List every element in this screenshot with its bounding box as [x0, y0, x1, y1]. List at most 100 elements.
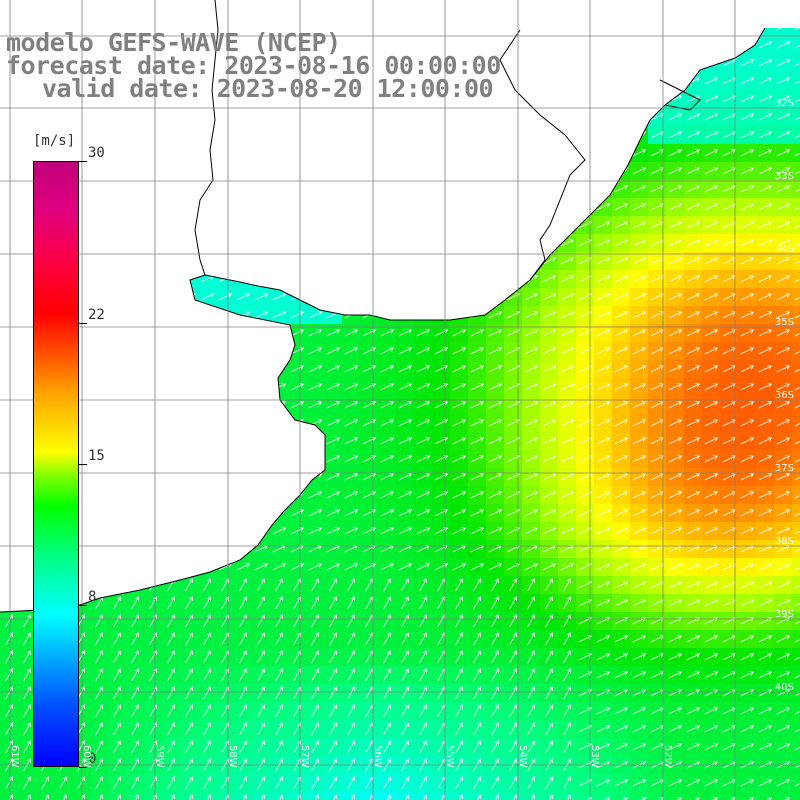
wind-arrow [668, 635, 682, 643]
wind-arrow [329, 704, 338, 718]
wind-speed-cell [792, 270, 800, 289]
wind-arrow [668, 725, 682, 733]
wind-arrow [776, 257, 790, 265]
wind-arrow [596, 275, 610, 283]
wind-arrow [311, 776, 320, 790]
wind-arrow [470, 419, 484, 427]
wind-arrow [614, 455, 628, 463]
wind-arrow [524, 563, 538, 571]
wind-arrow [239, 632, 248, 646]
wind-arrow [704, 131, 718, 139]
wind-arrow [527, 776, 536, 790]
wind-arrow [311, 722, 320, 736]
wind-arrow [257, 614, 266, 628]
wind-arrow [668, 581, 682, 589]
wind-arrow [257, 650, 266, 664]
wind-arrow [614, 635, 628, 643]
wind-arrow [614, 257, 628, 265]
wind-speed-cell [702, 792, 721, 800]
wind-arrow [776, 113, 790, 121]
wind-arrow [596, 401, 610, 409]
wind-arrow [218, 293, 232, 301]
wind-arrow [455, 614, 464, 628]
longitude-label: 56W [372, 745, 383, 768]
latitude-label: 35S [774, 317, 794, 328]
wind-arrow [668, 455, 682, 463]
longitude-label: 61W [9, 745, 20, 768]
wind-speed-cell [162, 792, 181, 800]
wind-speed-cell [792, 684, 800, 703]
wind-arrow [326, 491, 340, 499]
wind-arrow [596, 563, 610, 571]
wind-arrow [632, 221, 646, 229]
wind-arrow [632, 185, 646, 193]
wind-speed-cell [792, 468, 800, 487]
wind-arrow [473, 722, 482, 736]
wind-arrow [293, 596, 302, 610]
wind-arrow [686, 419, 700, 427]
wind-arrow [668, 275, 682, 283]
latitude-label: 32S [774, 98, 794, 109]
wind-arrow [758, 239, 772, 247]
wind-arrow [23, 722, 32, 736]
wind-arrow [224, 794, 230, 800]
wind-arrow [473, 650, 482, 664]
wind-arrow [704, 527, 718, 535]
wind-arrow [668, 527, 682, 535]
wind-arrow [668, 113, 682, 121]
wind-arrow [188, 794, 194, 800]
longitude-label: 58W [227, 745, 238, 768]
wind-arrow [614, 329, 628, 337]
wind-arrow [614, 239, 628, 247]
wind-arrow [668, 329, 682, 337]
wind-arrow [131, 776, 140, 790]
wind-arrow [614, 401, 628, 409]
wind-arrow [113, 632, 122, 646]
wind-arrow [452, 527, 466, 535]
wind-arrow [686, 311, 700, 319]
wind-arrow [614, 743, 628, 751]
wind-arrow [272, 563, 286, 571]
wind-arrow [604, 797, 610, 800]
wind-arrow [398, 419, 412, 427]
wind-arrow [794, 657, 800, 661]
wind-arrow [527, 740, 536, 754]
wind-arrow [614, 419, 628, 427]
wind-arrow [344, 563, 358, 571]
wind-arrow [452, 365, 466, 373]
wind-arrow [398, 347, 412, 355]
wind-arrow [383, 650, 392, 664]
wind-arrow [596, 347, 610, 355]
wind-arrow [344, 509, 358, 517]
wind-arrow [311, 632, 320, 646]
wind-arrow [563, 740, 572, 754]
wind-arrow [596, 743, 610, 751]
wind-speed-cell [774, 792, 793, 800]
wind-arrow [308, 563, 322, 571]
wind-arrow [596, 257, 610, 265]
wind-arrow [794, 585, 800, 589]
wind-arrow [491, 650, 500, 664]
wind-arrow [347, 776, 356, 790]
wind-arrow [455, 668, 464, 682]
wind-speed-cell [792, 252, 800, 271]
wind-arrow [758, 509, 772, 517]
wind-arrow [419, 686, 428, 700]
wind-speed-cell [648, 792, 667, 800]
wind-arrow [455, 776, 464, 790]
wind-arrow [596, 725, 610, 733]
wind-arrow [347, 740, 356, 754]
wind-arrow [758, 779, 772, 787]
wind-arrow [545, 740, 554, 754]
wind-arrow [560, 455, 574, 463]
wind-arrow [185, 650, 194, 664]
wind-arrow [704, 401, 718, 409]
wind-arrow [134, 794, 140, 800]
wind-arrow [560, 257, 574, 265]
wind-arrow [668, 365, 682, 373]
wind-arrow [560, 329, 574, 337]
wind-speed-cell [684, 792, 703, 800]
wind-arrow [614, 527, 628, 535]
colorbar-tick-label: 22 [88, 306, 105, 323]
wind-arrow [776, 239, 790, 247]
